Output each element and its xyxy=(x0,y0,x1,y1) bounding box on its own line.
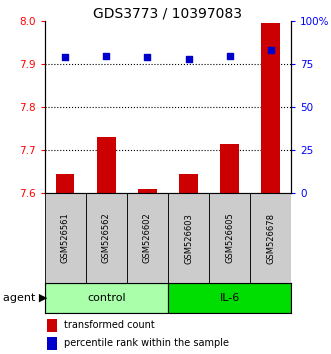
Point xyxy=(145,55,150,60)
Bar xyxy=(261,23,280,193)
Point xyxy=(104,53,109,58)
Bar xyxy=(250,193,291,283)
Text: control: control xyxy=(87,293,126,303)
Point xyxy=(227,53,232,58)
Text: transformed count: transformed count xyxy=(64,320,155,330)
Bar xyxy=(168,193,209,283)
Text: GSM526562: GSM526562 xyxy=(102,213,111,263)
Bar xyxy=(47,337,57,350)
Text: GSM526678: GSM526678 xyxy=(266,212,275,264)
Text: GSM526603: GSM526603 xyxy=(184,213,193,263)
Bar xyxy=(56,173,74,193)
Text: GSM526602: GSM526602 xyxy=(143,213,152,263)
Point xyxy=(63,55,68,60)
Bar xyxy=(86,193,127,283)
Bar xyxy=(168,283,291,313)
Text: agent ▶: agent ▶ xyxy=(3,293,48,303)
Text: percentile rank within the sample: percentile rank within the sample xyxy=(64,338,229,348)
Bar xyxy=(209,193,250,283)
Point xyxy=(268,47,273,53)
Bar xyxy=(47,319,57,332)
Text: IL-6: IL-6 xyxy=(219,293,240,303)
Point xyxy=(186,56,191,62)
Bar xyxy=(45,283,168,313)
Bar xyxy=(45,193,86,283)
Title: GDS3773 / 10397083: GDS3773 / 10397083 xyxy=(93,6,243,20)
Bar xyxy=(138,189,157,193)
Text: GSM526561: GSM526561 xyxy=(61,213,70,263)
Bar xyxy=(127,193,168,283)
Bar xyxy=(220,144,239,193)
Bar xyxy=(179,173,198,193)
Bar xyxy=(97,137,116,193)
Text: GSM526605: GSM526605 xyxy=(225,213,234,263)
